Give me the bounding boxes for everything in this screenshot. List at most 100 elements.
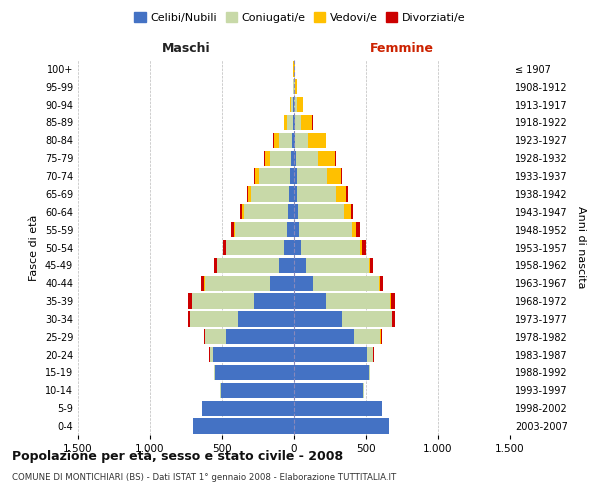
Bar: [346, 186, 348, 202]
Bar: [284, 115, 287, 130]
Bar: [204, 329, 205, 344]
Bar: [301, 240, 360, 255]
Bar: [336, 186, 346, 202]
Bar: [293, 79, 294, 94]
Legend: Celibi/Nubili, Coniugati/e, Vedovi/e, Divorziati/e: Celibi/Nubili, Coniugati/e, Vedovi/e, Di…: [130, 8, 470, 28]
Bar: [294, 365, 369, 380]
Bar: [193, 418, 294, 434]
Bar: [367, 347, 373, 362]
Bar: [293, 115, 294, 130]
Bar: [362, 240, 367, 255]
Bar: [341, 312, 392, 326]
Bar: [290, 97, 291, 112]
Bar: [294, 418, 389, 434]
Bar: [221, 383, 294, 398]
Bar: [305, 258, 369, 273]
Bar: [292, 133, 294, 148]
Bar: [223, 240, 226, 255]
Bar: [360, 240, 362, 255]
Bar: [294, 79, 295, 94]
Bar: [295, 133, 308, 148]
Bar: [292, 150, 294, 166]
Bar: [308, 133, 326, 148]
Bar: [284, 240, 294, 255]
Bar: [288, 204, 294, 220]
Bar: [296, 150, 317, 166]
Bar: [269, 276, 294, 291]
Bar: [214, 258, 217, 273]
Bar: [287, 222, 294, 237]
Bar: [265, 150, 270, 166]
Bar: [356, 222, 360, 237]
Bar: [380, 276, 383, 291]
Bar: [274, 133, 280, 148]
Bar: [326, 294, 391, 308]
Bar: [294, 383, 363, 398]
Y-axis label: Fasce di età: Fasce di età: [29, 214, 39, 280]
Bar: [392, 312, 395, 326]
Bar: [264, 150, 265, 166]
Bar: [244, 204, 288, 220]
Bar: [296, 97, 302, 112]
Bar: [313, 276, 379, 291]
Bar: [251, 186, 289, 202]
Bar: [294, 133, 295, 148]
Bar: [294, 240, 301, 255]
Bar: [248, 186, 251, 202]
Bar: [226, 240, 284, 255]
Text: Maschi: Maschi: [161, 42, 211, 54]
Bar: [239, 204, 242, 220]
Bar: [295, 97, 296, 112]
Bar: [391, 294, 395, 308]
Bar: [294, 294, 326, 308]
Bar: [355, 329, 380, 344]
Y-axis label: Anni di nascita: Anni di nascita: [576, 206, 586, 289]
Bar: [294, 222, 299, 237]
Text: COMUNE DI MONTICHIARI (BS) - Dati ISTAT 1° gennaio 2008 - Elaborazione TUTTITALI: COMUNE DI MONTICHIARI (BS) - Dati ISTAT …: [12, 472, 396, 482]
Bar: [256, 168, 259, 184]
Bar: [294, 347, 367, 362]
Bar: [291, 97, 293, 112]
Bar: [214, 365, 215, 380]
Bar: [296, 168, 327, 184]
Bar: [369, 365, 370, 380]
Bar: [202, 400, 294, 416]
Bar: [280, 133, 292, 148]
Text: Popolazione per età, sesso e stato civile - 2008: Popolazione per età, sesso e stato civil…: [12, 450, 343, 463]
Bar: [294, 400, 382, 416]
Bar: [295, 115, 301, 130]
Bar: [299, 222, 352, 237]
Bar: [294, 276, 313, 291]
Bar: [298, 204, 344, 220]
Bar: [327, 168, 341, 184]
Bar: [380, 329, 382, 344]
Bar: [205, 329, 226, 344]
Bar: [294, 150, 296, 166]
Bar: [294, 258, 305, 273]
Bar: [190, 312, 238, 326]
Bar: [242, 204, 244, 220]
Bar: [369, 258, 370, 273]
Bar: [214, 347, 294, 362]
Bar: [344, 204, 350, 220]
Bar: [352, 222, 356, 237]
Bar: [217, 258, 279, 273]
Bar: [297, 186, 336, 202]
Bar: [205, 276, 269, 291]
Bar: [294, 186, 297, 202]
Bar: [210, 347, 214, 362]
Bar: [294, 168, 296, 184]
Bar: [235, 222, 287, 237]
Bar: [270, 150, 292, 166]
Bar: [230, 222, 234, 237]
Bar: [290, 168, 294, 184]
Bar: [294, 204, 298, 220]
Bar: [234, 222, 235, 237]
Bar: [192, 294, 254, 308]
Bar: [289, 186, 294, 202]
Bar: [294, 115, 295, 130]
Bar: [188, 294, 191, 308]
Text: Femmine: Femmine: [370, 42, 434, 54]
Bar: [259, 168, 290, 184]
Bar: [215, 365, 294, 380]
